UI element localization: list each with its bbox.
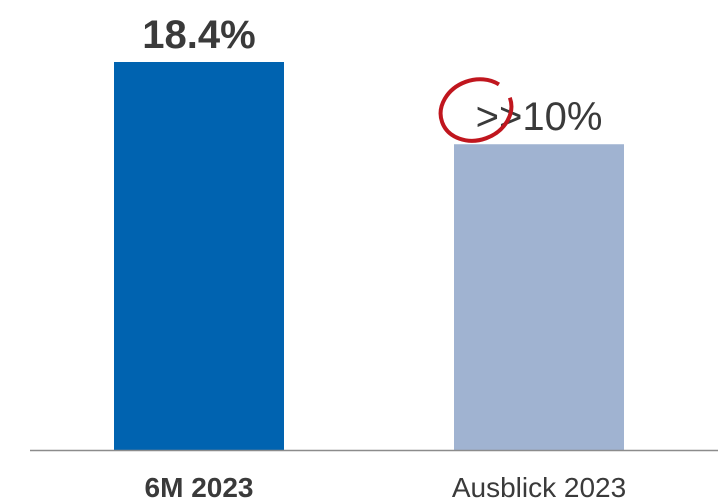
x-tick-label: 6M 2023 [145, 472, 254, 502]
bar [114, 62, 284, 450]
value-label: 18.4% [142, 13, 255, 57]
bar [454, 144, 624, 450]
highlight-circle [438, 77, 514, 143]
x-tick-label: Ausblick 2023 [452, 472, 626, 502]
